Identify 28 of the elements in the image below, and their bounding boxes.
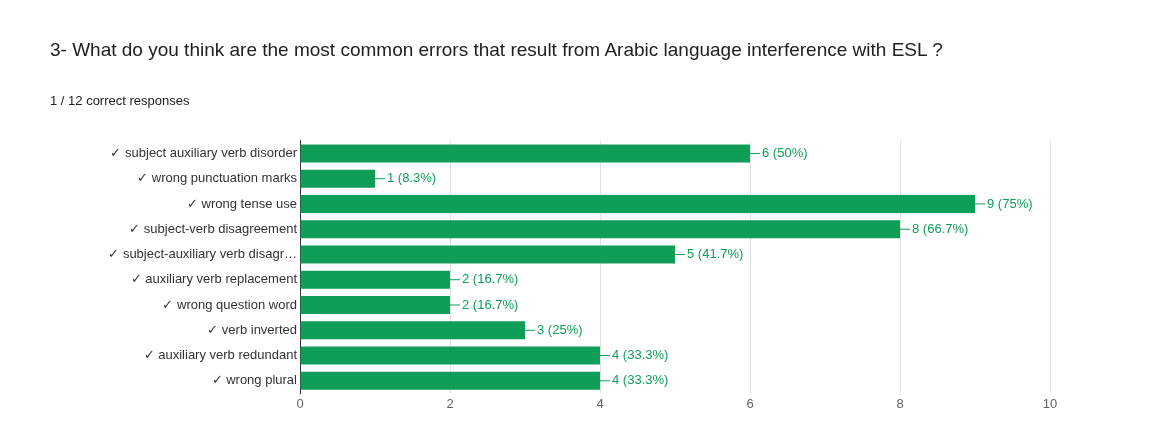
y-tick-label: ✓ verb inverted — [207, 321, 297, 337]
data-label: 1 (8.3%) — [387, 170, 437, 186]
x-tick-label: 8 — [896, 395, 904, 411]
y-tick-label: ✓ subject-verb disagreement — [129, 220, 298, 236]
data-label: 6 (50%) — [762, 145, 808, 161]
x-tick-label: 2 — [446, 395, 454, 411]
y-tick-label: ✓ subject-auxiliary verb disagr… — [108, 246, 297, 262]
y-tick-label: ✓ wrong punctuation marks — [137, 170, 298, 186]
data-label: 4 (33.3%) — [612, 372, 669, 388]
data-label: 2 (16.7%) — [462, 271, 519, 287]
data-label: 5 (41.7%) — [687, 246, 744, 262]
chart-title: 3- What do you think are the most common errors that result from Arabic language interference with ESL ? — [50, 38, 944, 62]
x-tick-label: 4 — [596, 395, 604, 411]
x-tick-label: 0 — [296, 395, 304, 411]
y-tick-label: ✓ auxiliary verb replacement — [130, 271, 298, 287]
text: 1 / 12 correct responses — [50, 93, 190, 108]
data-label: 3 (25%) — [537, 321, 583, 337]
data-label: 4 (33.3%) — [612, 347, 669, 363]
x-tick-label: 10 — [1042, 395, 1058, 411]
y-tick-label: ✓ wrong question word — [162, 296, 297, 312]
y-tick-label: ✓ auxiliary verb redundant — [143, 347, 298, 363]
data-label: 2 (16.7%) — [462, 296, 519, 312]
x-tick-label: 6 — [746, 395, 754, 411]
y-tick-label: ✓ subject auxiliary verb disorder — [110, 145, 298, 161]
y-tick-label: ✓ wrong plural — [211, 372, 298, 388]
y-tick-label: ✓ wrong tense use — [186, 195, 297, 211]
data-label: 9 (75%) — [987, 195, 1033, 211]
data-label: 8 (66.7%) — [912, 220, 969, 236]
